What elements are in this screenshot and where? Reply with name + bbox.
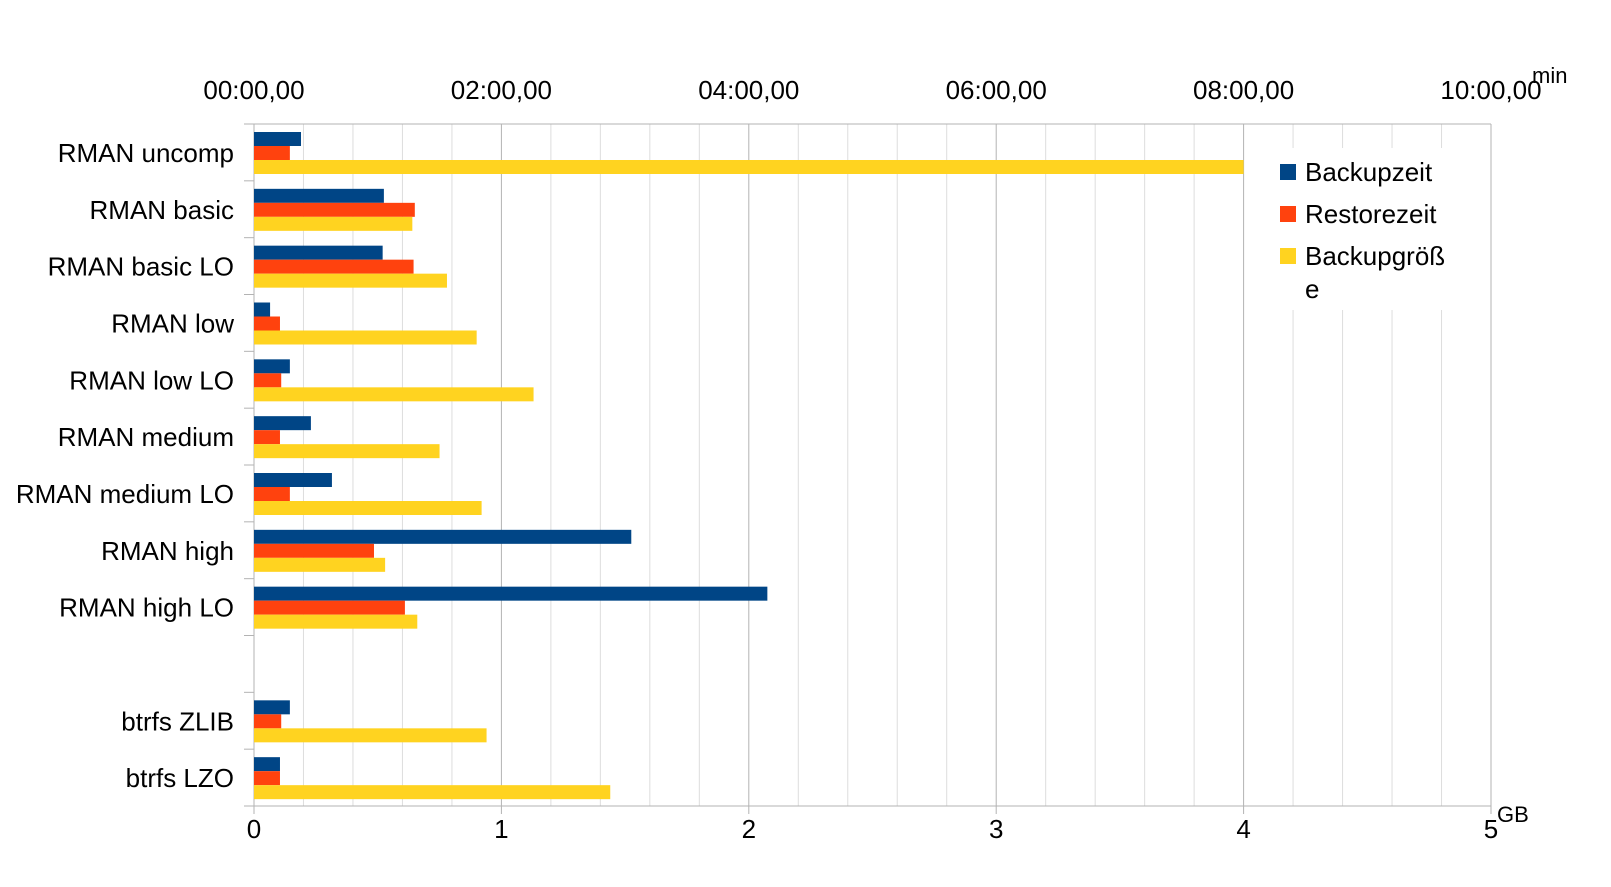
top-axis-ticks: 00:00,00 02:00,00 04:00,00 06:00,00 08:00,00… [203,75,1541,105]
bar-backupzeit-rman-basic-lo [254,245,383,260]
bar-backupgr-e-btrfs-lzo [254,785,611,800]
top-tick-label: 08:00,00 [1193,75,1294,105]
x-tick-label: 1 [494,814,508,844]
bar-backupgr-e-rman-medium-lo [254,501,482,515]
bar-backupgr-e-rman-basic-lo [254,273,447,288]
x-tick-label: 2 [742,814,756,844]
bar-backupgr-e-rman-high-lo [254,614,418,629]
category-label: RMAN high [101,536,234,566]
category-label: RMAN basic [90,195,234,225]
category-label: RMAN uncomp [58,138,234,168]
legend-label-backupgroesse-wrap: e [1305,274,1319,304]
bar-backupgr-e-btrfs-zlib [254,728,487,743]
x-tick-label: 4 [1236,814,1250,844]
bar-backupgr-e-rman-medium [254,444,440,459]
bar-backupzeit-rman-low-lo [254,359,290,374]
bar-restorezeit-rman-low [254,316,280,331]
bar-backupzeit-rman-basic [254,188,384,203]
bar-backupzeit-rman-low [254,302,271,317]
bar-backupgr-e-rman-high [254,557,386,572]
bar-restorezeit-rman-uncomp [254,146,290,160]
bar-backupzeit-rman-high-lo [254,586,768,601]
legend-swatch-restorezeit [1280,206,1296,222]
x-tick-label: 3 [989,814,1003,844]
x-tick-label: 0 [247,814,261,844]
bar-backupgr-e-rman-uncomp [254,160,1244,174]
legend-swatch-backupgroesse [1280,248,1296,264]
x-tick-label: 5 [1484,814,1498,844]
bar-backupgr-e-rman-low [254,330,477,345]
top-tick-label: 02:00,00 [451,75,552,105]
bar-restorezeit-rman-high-lo [254,600,405,615]
category-label: RMAN high LO [59,593,234,623]
bars [254,132,1244,800]
category-label: RMAN basic LO [48,252,234,282]
category-labels: RMAN uncomp RMAN basic RMAN basic LO RMAN l… [16,138,234,793]
category-label: btrfs LZO [126,763,234,793]
bar-backupzeit-rman-medium [254,416,311,431]
top-tick-label: 00:00,00 [203,75,304,105]
category-label: RMAN medium LO [16,479,234,509]
legend-swatch-backupzeit [1280,164,1296,180]
top-tick-label: 10:00,00 [1440,75,1541,105]
bar-restorezeit-btrfs-zlib [254,714,282,729]
legend: Backupzeit Restorezeit Backupgröß e [1265,148,1465,310]
grid-lines [244,123,1492,814]
bar-restorezeit-rman-medium [254,430,280,445]
bar-restorezeit-rman-basic-lo [254,259,414,274]
top-tick-label: 04:00,00 [698,75,799,105]
bar-backupzeit-btrfs-zlib [254,700,290,715]
category-label: RMAN low LO [69,365,234,395]
bottom-axis-label: GB [1497,802,1529,827]
bar-backupzeit-btrfs-lzo [254,757,280,772]
legend-background [1265,148,1465,310]
bar-restorezeit-rman-high [254,543,374,558]
top-axis-label: min [1532,63,1567,88]
bar-backupzeit-rman-uncomp [254,132,302,146]
bar-backupzeit-rman-medium-lo [254,473,332,487]
top-tick-label: 06:00,00 [946,75,1047,105]
category-label: btrfs ZLIB [121,706,234,736]
legend-label-backupgroesse: Backupgröß [1305,241,1445,271]
bar-restorezeit-btrfs-lzo [254,771,280,786]
legend-label-restorezeit: Restorezeit [1305,199,1437,229]
bar-restorezeit-rman-low-lo [254,373,282,388]
bar-backupgr-e-rman-low-lo [254,387,534,402]
bar-restorezeit-rman-medium-lo [254,487,290,501]
category-label: RMAN low [111,309,234,339]
bar-backupgr-e-rman-basic [254,216,413,231]
bar-backupzeit-rman-high [254,529,632,544]
bar-restorezeit-rman-basic [254,202,415,217]
legend-label-backupzeit: Backupzeit [1305,157,1433,187]
bottom-axis-ticks: 0 1 2 3 4 5 [247,814,1498,844]
category-label: RMAN medium [58,422,234,452]
